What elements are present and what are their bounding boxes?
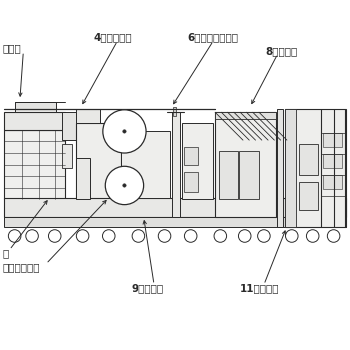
Circle shape: [214, 230, 226, 242]
Bar: [182, 123, 214, 200]
Circle shape: [123, 184, 126, 187]
Text: 4、控制面板: 4、控制面板: [93, 32, 132, 42]
Text: 机: 机: [2, 248, 9, 258]
Bar: [4, 217, 346, 227]
Bar: [323, 154, 342, 168]
Bar: [4, 130, 65, 199]
Bar: [15, 102, 56, 112]
Bar: [299, 144, 318, 175]
Bar: [76, 109, 100, 123]
Bar: [76, 123, 121, 200]
Bar: [277, 109, 283, 227]
Circle shape: [307, 230, 319, 242]
Bar: [239, 150, 259, 200]
Circle shape: [158, 230, 171, 242]
Bar: [285, 109, 346, 227]
Bar: [76, 158, 90, 199]
Circle shape: [286, 230, 298, 242]
Bar: [62, 144, 72, 168]
Bar: [285, 109, 296, 227]
Bar: [215, 112, 276, 217]
Bar: [299, 182, 318, 210]
Bar: [323, 175, 342, 189]
Bar: [173, 107, 176, 116]
Circle shape: [103, 230, 115, 242]
Circle shape: [327, 230, 340, 242]
Circle shape: [48, 230, 61, 242]
Text: 8、切刀组: 8、切刀组: [266, 46, 298, 56]
Circle shape: [105, 166, 144, 205]
Bar: [4, 112, 65, 130]
Text: 11、装袋组: 11、装袋组: [239, 283, 279, 293]
Circle shape: [76, 230, 89, 242]
Bar: [219, 150, 238, 200]
Bar: [323, 133, 342, 147]
Circle shape: [26, 230, 38, 242]
Bar: [184, 172, 198, 193]
Circle shape: [123, 130, 126, 133]
Circle shape: [258, 230, 270, 242]
Bar: [215, 112, 276, 119]
Bar: [121, 131, 170, 198]
Text: 冷却组: 冷却组: [2, 43, 21, 53]
Bar: [172, 112, 180, 217]
Text: 6、上无纺布料架: 6、上无纺布料架: [187, 32, 238, 42]
Text: 上无纺布料架: 上无纺布料架: [2, 262, 40, 272]
Bar: [62, 112, 76, 140]
Text: 9、折叠组: 9、折叠组: [131, 283, 163, 293]
Circle shape: [238, 230, 251, 242]
Circle shape: [103, 110, 146, 153]
Circle shape: [8, 230, 21, 242]
Circle shape: [132, 230, 145, 242]
Bar: [184, 147, 198, 164]
Bar: [4, 198, 346, 217]
Circle shape: [184, 230, 197, 242]
